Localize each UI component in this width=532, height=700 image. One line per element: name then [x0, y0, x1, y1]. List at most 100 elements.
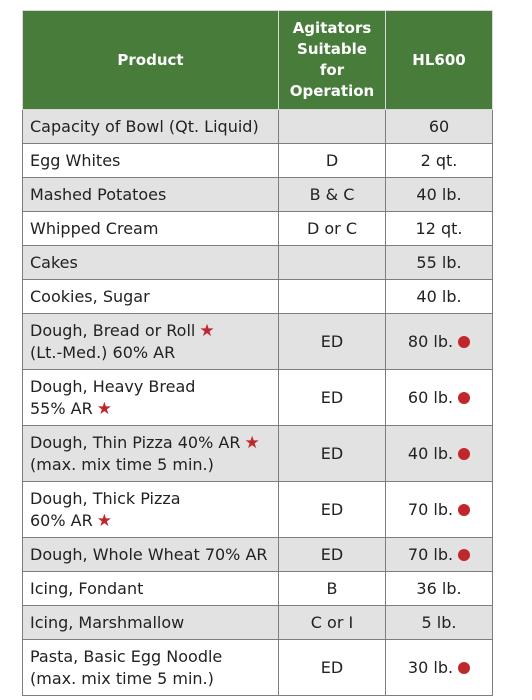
agitator-cell: B [278, 571, 386, 606]
hl600-value: 60 [428, 116, 450, 136]
star-icon: ★ [96, 398, 112, 419]
product-name: Mashed Potatoes [30, 184, 167, 204]
agitator-cell: D or C [278, 211, 386, 246]
product-cell: Dough, Bread or Roll ★ (Lt.-Med.) 60% AR [22, 313, 279, 370]
hl600-cell: 12 qt. [385, 211, 493, 246]
product-name: Icing, Fondant [30, 578, 144, 598]
product-name-line2: (max. mix time 5 min.) [30, 454, 214, 474]
agitator-cell: D [278, 143, 386, 178]
product-name: Cakes [30, 252, 78, 272]
product-cell: Cookies, Sugar [22, 279, 279, 314]
table-row: Mashed Potatoes B & C 40 lb. [22, 177, 493, 212]
product-cell: Capacity of Bowl (Qt. Liquid) [22, 109, 279, 144]
hl600-value: 12 qt. [415, 218, 463, 238]
capacity-table: Product Agitators Suitable for Operation… [22, 10, 493, 696]
hl600-cell: 2 qt. [385, 143, 493, 178]
product-cell: Icing, Marshmallow [22, 605, 279, 640]
product-name: Cookies, Sugar [30, 286, 150, 306]
table-row: Dough, Thin Pizza 40% AR ★ (max. mix time … [22, 425, 493, 482]
star-icon: ★ [199, 320, 215, 341]
header-agitators: Agitators Suitable for Operation [278, 10, 386, 110]
red-dot-icon [458, 335, 471, 348]
agitator-cell [278, 109, 386, 144]
hl600-value: 70 lb. [407, 499, 454, 519]
agitator-cell: ED [278, 639, 386, 696]
product-name: Dough, Heavy Bread [30, 376, 196, 396]
product-name-line2: (max. mix time 5 min.) [30, 668, 214, 688]
agitator-cell: ED [278, 425, 386, 482]
product-cell: Dough, Heavy Bread 55% AR ★ [22, 369, 279, 426]
agitator-cell: C or I [278, 605, 386, 640]
table-row: Icing, Marshmallow C or I 5 lb. [22, 605, 493, 640]
header-agitators-label: Agitators Suitable for Operation [289, 19, 375, 100]
agitator-cell: B & C [278, 177, 386, 212]
table-row: Capacity of Bowl (Qt. Liquid) 60 [22, 109, 493, 144]
product-cell: Dough, Thick Pizza 60% AR ★ [22, 481, 279, 538]
product-cell: Dough, Thin Pizza 40% AR ★ (max. mix time … [22, 425, 279, 482]
hl600-cell: 40 lb. [385, 425, 493, 482]
hl600-cell: 40 lb. [385, 177, 493, 212]
product-name-line2: (Lt.-Med.) 60% AR [30, 342, 176, 362]
hl600-cell: 30 lb. [385, 639, 493, 696]
red-dot-icon [458, 447, 471, 460]
red-dot-icon [458, 503, 471, 516]
hl600-cell: 40 lb. [385, 279, 493, 314]
hl600-cell: 5 lb. [385, 605, 493, 640]
hl600-value: 5 lb. [421, 612, 457, 632]
hl600-value: 80 lb. [407, 331, 454, 351]
product-cell: Whipped Cream [22, 211, 279, 246]
hl600-value: 70 lb. [407, 544, 454, 564]
hl600-cell: 70 lb. [385, 481, 493, 538]
agitator-cell: ED [278, 481, 386, 538]
table-row: Egg Whites D 2 qt. [22, 143, 493, 178]
hl600-cell: 55 lb. [385, 245, 493, 280]
product-name-line2: 55% AR [30, 398, 93, 418]
product-cell: Icing, Fondant [22, 571, 279, 606]
product-name: Dough, Thick Pizza [30, 488, 181, 508]
table-header-row: Product Agitators Suitable for Operation… [22, 10, 493, 110]
table-row: Whipped Cream D or C 12 qt. [22, 211, 493, 246]
hl600-cell: 36 lb. [385, 571, 493, 606]
hl600-value: 55 lb. [416, 252, 462, 272]
table-body: Capacity of Bowl (Qt. Liquid) 60 Egg White… [22, 109, 493, 696]
hl600-value: 40 lb. [416, 286, 462, 306]
product-cell: Egg Whites [22, 143, 279, 178]
table-row: Cakes 55 lb. [22, 245, 493, 280]
product-cell: Mashed Potatoes [22, 177, 279, 212]
table-row: Dough, Whole Wheat 70% AR ED 70 lb. [22, 537, 493, 572]
agitator-cell: ED [278, 313, 386, 370]
hl600-value: 36 lb. [416, 578, 462, 598]
red-dot-icon [458, 661, 471, 674]
product-name: Dough, Bread or Roll [30, 320, 196, 340]
product-name: Dough, Whole Wheat 70% AR [30, 544, 268, 564]
agitator-cell [278, 279, 386, 314]
product-name: Dough, Thin Pizza 40% AR [30, 432, 241, 452]
product-name: Pasta, Basic Egg Noodle [30, 646, 223, 666]
product-name: Whipped Cream [30, 218, 159, 238]
table-row: Pasta, Basic Egg Noodle (max. mix time 5 … [22, 639, 493, 696]
star-icon: ★ [96, 510, 112, 531]
hl600-cell: 60 [385, 109, 493, 144]
agitator-cell [278, 245, 386, 280]
hl600-value: 2 qt. [420, 150, 458, 170]
product-cell: Cakes [22, 245, 279, 280]
hl600-value: 40 lb. [407, 443, 454, 463]
hl600-cell: 70 lb. [385, 537, 493, 572]
hl600-value: 60 lb. [407, 387, 454, 407]
header-product: Product [22, 10, 279, 110]
agitator-cell: ED [278, 537, 386, 572]
product-name-line2: 60% AR [30, 510, 93, 530]
product-cell: Dough, Whole Wheat 70% AR [22, 537, 279, 572]
star-icon: ★ [244, 432, 260, 453]
table-row: Icing, Fondant B 36 lb. [22, 571, 493, 606]
table-row: Dough, Bread or Roll ★ (Lt.-Med.) 60% AR ED… [22, 313, 493, 370]
hl600-cell: 60 lb. [385, 369, 493, 426]
hl600-value: 30 lb. [407, 657, 454, 677]
header-model: HL600 [385, 10, 493, 110]
red-dot-icon [458, 391, 471, 404]
table-row: Dough, Heavy Bread 55% AR ★ ED 60 lb. [22, 369, 493, 426]
table-row: Dough, Thick Pizza 60% AR ★ ED 70 lb. [22, 481, 493, 538]
hl600-cell: 80 lb. [385, 313, 493, 370]
product-name: Icing, Marshmallow [30, 612, 185, 632]
product-name: Egg Whites [30, 150, 121, 170]
